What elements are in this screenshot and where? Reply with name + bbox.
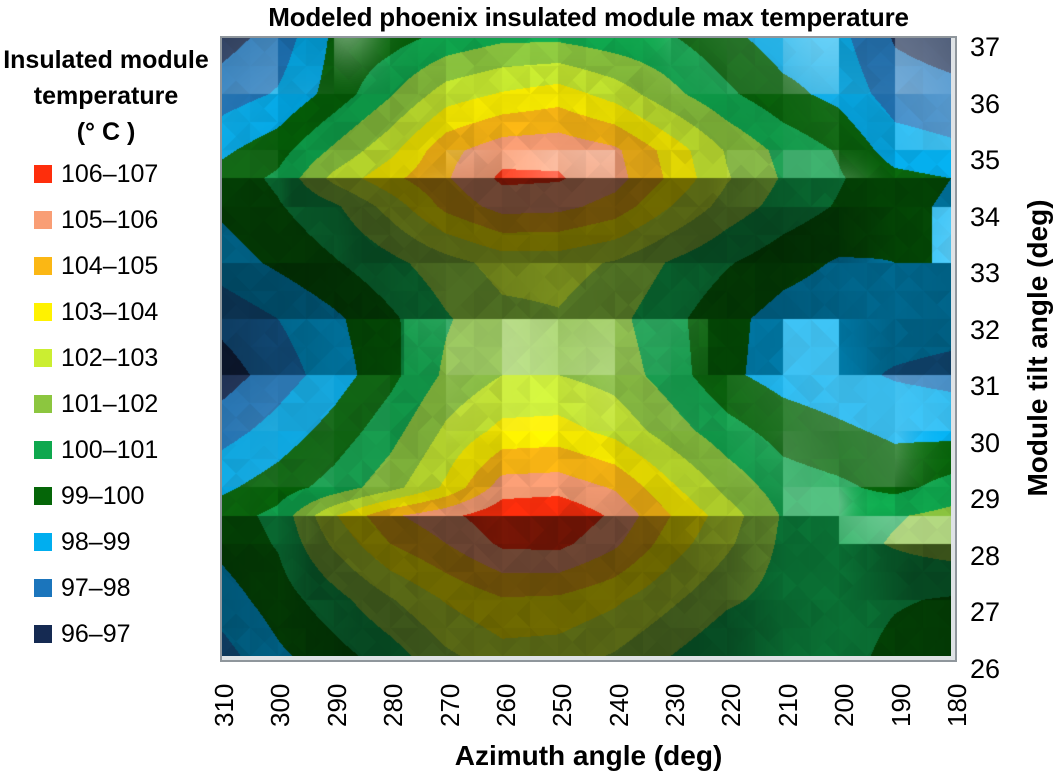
legend-item-label: 102–103 [61, 343, 159, 372]
legend-swatch [34, 303, 52, 321]
y-tick-label: 29 [970, 484, 1001, 515]
legend-item: 96–97 [34, 619, 212, 648]
x-tick-label: 310 [209, 683, 239, 727]
legend-title-line: (° C ) [76, 118, 136, 146]
x-tick-label: 220 [716, 683, 747, 727]
legend-item: 97–98 [34, 573, 212, 602]
legend-item-label: 104–105 [61, 251, 159, 280]
x-tick-label: 300 [265, 683, 296, 727]
legend-swatch [34, 579, 52, 597]
legend-item: 102–103 [34, 343, 212, 372]
legend-swatch [34, 165, 52, 183]
legend-item: 104–105 [34, 251, 212, 280]
legend-item-label: 99–100 [61, 481, 145, 510]
x-tick-label: 230 [660, 683, 691, 727]
legend-swatch [34, 533, 52, 551]
legend-swatch [34, 487, 52, 505]
x-tick-label: 260 [490, 683, 521, 727]
legend-swatch [34, 211, 52, 229]
y-tick-label: 30 [970, 427, 1001, 458]
y-tick-label: 37 [970, 32, 1001, 62]
y-tick-label: 33 [970, 258, 1001, 289]
x-tick-label: 280 [378, 683, 409, 727]
y-tick-label: 35 [970, 145, 1001, 176]
legend-item-label: 100–101 [61, 435, 159, 464]
x-tick-label: 250 [547, 683, 578, 727]
legend-title-line: Insulated module [3, 46, 209, 74]
legend-item: 103–104 [34, 297, 212, 326]
x-tick-label: 240 [603, 683, 634, 727]
legend-item: 105–106 [34, 205, 212, 234]
chart-title: Modeled phoenix insulated module max tem… [268, 2, 909, 32]
y-tick-label: 28 [970, 540, 1001, 571]
contour-canvas [222, 38, 951, 656]
legend-item: 98–99 [34, 527, 212, 556]
legend-swatch [34, 349, 52, 367]
x-axis-title: Azimuth angle (deg) [454, 740, 723, 771]
legend-item: 100–101 [34, 435, 212, 464]
x-tick-label: 270 [434, 683, 465, 727]
legend-item: 106–107 [34, 159, 212, 188]
y-tick-label: 36 [970, 88, 1001, 119]
x-tick-label: 190 [885, 683, 916, 727]
y-tick-label: 34 [970, 201, 1001, 232]
x-tick-label: 210 [772, 683, 803, 727]
legend-title: Insulated module temperature (° C ) [0, 42, 212, 150]
y-tick-label: 31 [970, 371, 1001, 402]
legend-item-label: 98–99 [61, 527, 131, 556]
legend-title-line: temperature [33, 82, 179, 110]
legend-swatch [34, 625, 52, 643]
x-tick-label: 290 [321, 683, 352, 727]
legend-item-label: 106–107 [61, 159, 159, 188]
legend-item-label: 96–97 [61, 619, 131, 648]
legend-swatch [34, 395, 52, 413]
plot-area [220, 36, 957, 662]
x-tick-label: 180 [942, 683, 972, 727]
y-tick-label: 26 [970, 654, 1001, 684]
y-tick-label: 27 [970, 597, 1001, 628]
legend-item: 101–102 [34, 389, 212, 418]
legend-item-label: 105–106 [61, 205, 159, 234]
x-tick-label: 200 [829, 683, 860, 727]
legend-items: 106–107 105–106 104–105 103–104 102–103 101–1… [0, 159, 212, 648]
y-tick-label: 32 [970, 314, 1001, 345]
legend-item-label: 103–104 [61, 297, 159, 326]
legend-item-label: 101–102 [61, 389, 159, 418]
legend: Insulated module temperature (° C ) 106–10… [0, 42, 212, 668]
legend-item-label: 97–98 [61, 573, 131, 602]
legend-swatch [34, 441, 52, 459]
y-axis-title: Module tilt angle (deg) [1022, 199, 1053, 497]
legend-swatch [34, 257, 52, 275]
legend-item: 99–100 [34, 481, 212, 510]
